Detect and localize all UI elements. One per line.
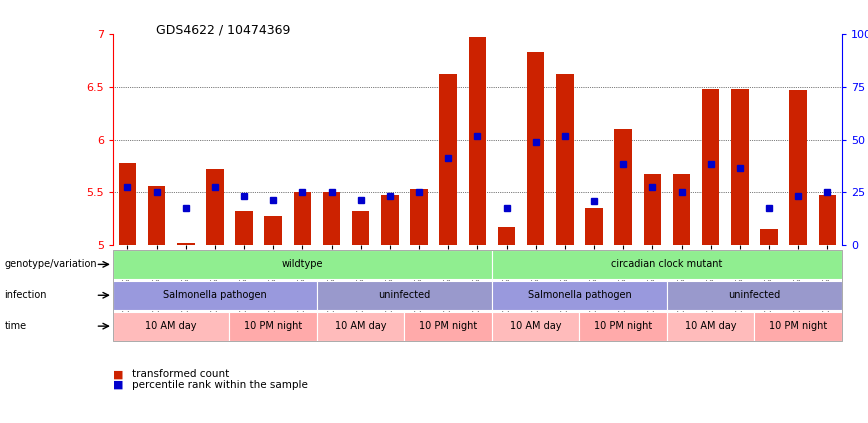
Bar (615, 129, 632, 245)
Text: GDS4622 / 10474369: GDS4622 / 10474369 (156, 23, 291, 36)
Bar (702, 89, 720, 245)
Bar (177, 243, 194, 245)
Bar (585, 209, 602, 245)
Bar (381, 195, 398, 245)
Text: 10 AM day: 10 AM day (685, 321, 736, 331)
Bar (207, 169, 224, 245)
Bar (411, 190, 428, 245)
Text: 10 AM day: 10 AM day (146, 321, 197, 331)
Text: percentile rank within the sample: percentile rank within the sample (132, 380, 308, 390)
Bar (527, 52, 544, 245)
Text: Salmonella pathogen: Salmonella pathogen (163, 290, 266, 300)
Text: 10 PM night: 10 PM night (244, 321, 302, 331)
Text: wildtype: wildtype (281, 259, 323, 269)
Bar (790, 90, 807, 245)
Bar (644, 175, 661, 245)
Text: infection: infection (4, 290, 47, 300)
Bar (731, 89, 748, 245)
Bar (323, 192, 340, 245)
Bar (265, 216, 282, 245)
Bar (352, 212, 370, 245)
Text: 10 PM night: 10 PM night (419, 321, 477, 331)
Text: Salmonella pathogen: Salmonella pathogen (528, 290, 631, 300)
Bar (819, 195, 836, 245)
Bar (760, 229, 778, 245)
Text: time: time (4, 321, 26, 331)
Bar (235, 212, 253, 245)
Text: ■: ■ (113, 380, 123, 390)
Text: uninfected: uninfected (728, 290, 780, 300)
Text: genotype/variation: genotype/variation (4, 259, 97, 269)
Bar (498, 228, 516, 245)
Text: 10 AM day: 10 AM day (510, 321, 562, 331)
Text: uninfected: uninfected (378, 290, 431, 300)
Text: 10 AM day: 10 AM day (335, 321, 386, 331)
Text: circadian clock mutant: circadian clock mutant (611, 259, 723, 269)
Bar (293, 192, 311, 245)
Bar (556, 74, 574, 245)
Text: 10 PM night: 10 PM night (769, 321, 827, 331)
Bar (469, 37, 486, 245)
Bar (439, 74, 457, 245)
Text: 10 PM night: 10 PM night (594, 321, 653, 331)
Bar (119, 163, 136, 245)
Bar (148, 186, 165, 245)
Text: ■: ■ (113, 369, 123, 379)
Bar (673, 175, 690, 245)
Text: transformed count: transformed count (132, 369, 229, 379)
